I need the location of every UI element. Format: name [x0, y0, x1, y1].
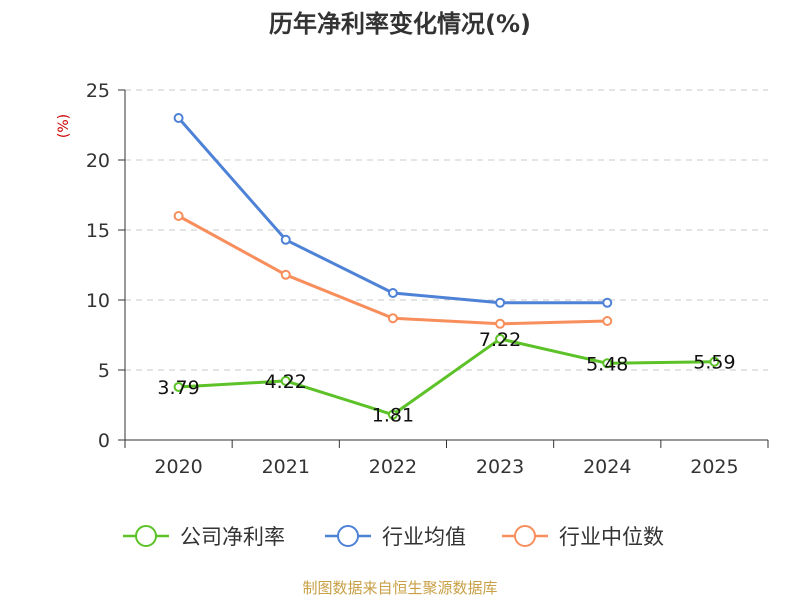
source-note: 制图数据来自恒生聚源数据库 — [302, 579, 497, 597]
data-point[interactable] — [280, 269, 291, 280]
data-point[interactable] — [602, 297, 613, 308]
data-point[interactable] — [602, 316, 613, 326]
data-point[interactable] — [173, 211, 184, 221]
series-line — [177, 214, 608, 326]
data-label: 5.48 — [586, 353, 628, 375]
y-tick-label: 25 — [86, 80, 110, 102]
legend-marker — [337, 525, 359, 547]
legend-item[interactable]: 行业中位数 — [502, 525, 664, 549]
data-point[interactable] — [387, 313, 398, 324]
data-point[interactable] — [495, 318, 506, 329]
data-point[interactable] — [602, 358, 613, 369]
x-tick-label: 2021 — [262, 456, 310, 478]
y-axis-unit: (%) — [56, 114, 72, 138]
chart-title: 历年净利率变化情况(%) — [269, 10, 531, 38]
data-point[interactable] — [173, 381, 184, 392]
y-tick-label: 10 — [86, 290, 110, 312]
y-tick-label: 5 — [98, 360, 110, 382]
data-labels: 3.79 4.22 1.81 7.22 5.48 5.59 — [157, 329, 735, 427]
x-tick-label: 2023 — [476, 456, 524, 478]
grid-lines — [125, 89, 768, 371]
legend[interactable]: 公司净利率 行业均值 行业中位数 — [123, 525, 664, 549]
data-point[interactable] — [495, 297, 506, 308]
legend-label: 行业中位数 — [559, 525, 664, 549]
series-line — [177, 117, 608, 305]
data-point[interactable] — [709, 356, 720, 367]
data-label: 3.79 — [157, 377, 199, 399]
legend-item[interactable]: 公司净利率 — [123, 525, 285, 549]
data-point[interactable] — [387, 288, 398, 298]
data-label: 1.81 — [372, 405, 414, 427]
data-label: 4.22 — [265, 371, 307, 393]
y-tick-label: 0 — [98, 430, 110, 452]
data-point[interactable] — [280, 234, 291, 245]
data-point[interactable] — [280, 375, 291, 386]
y-tick-label: 20 — [86, 150, 110, 172]
legend-marker — [135, 525, 157, 547]
y-tick-label: 15 — [86, 220, 110, 242]
data-label: 5.59 — [693, 352, 735, 374]
data-point[interactable] — [173, 113, 184, 123]
legend-item[interactable]: 行业均值 — [325, 525, 466, 549]
series-layer — [173, 113, 720, 420]
x-tick-label: 2022 — [369, 456, 417, 478]
x-tick-label: 2025 — [690, 456, 738, 478]
legend-label: 公司净利率 — [180, 525, 285, 549]
x-tick-label: 2024 — [583, 456, 631, 478]
series-line — [178, 337, 715, 417]
x-tick-label: 2020 — [154, 456, 202, 478]
legend-label: 行业均值 — [382, 525, 466, 549]
data-label: 7.22 — [479, 329, 521, 351]
data-point[interactable] — [495, 333, 506, 344]
data-point[interactable] — [387, 409, 398, 420]
legend-marker — [514, 525, 536, 547]
